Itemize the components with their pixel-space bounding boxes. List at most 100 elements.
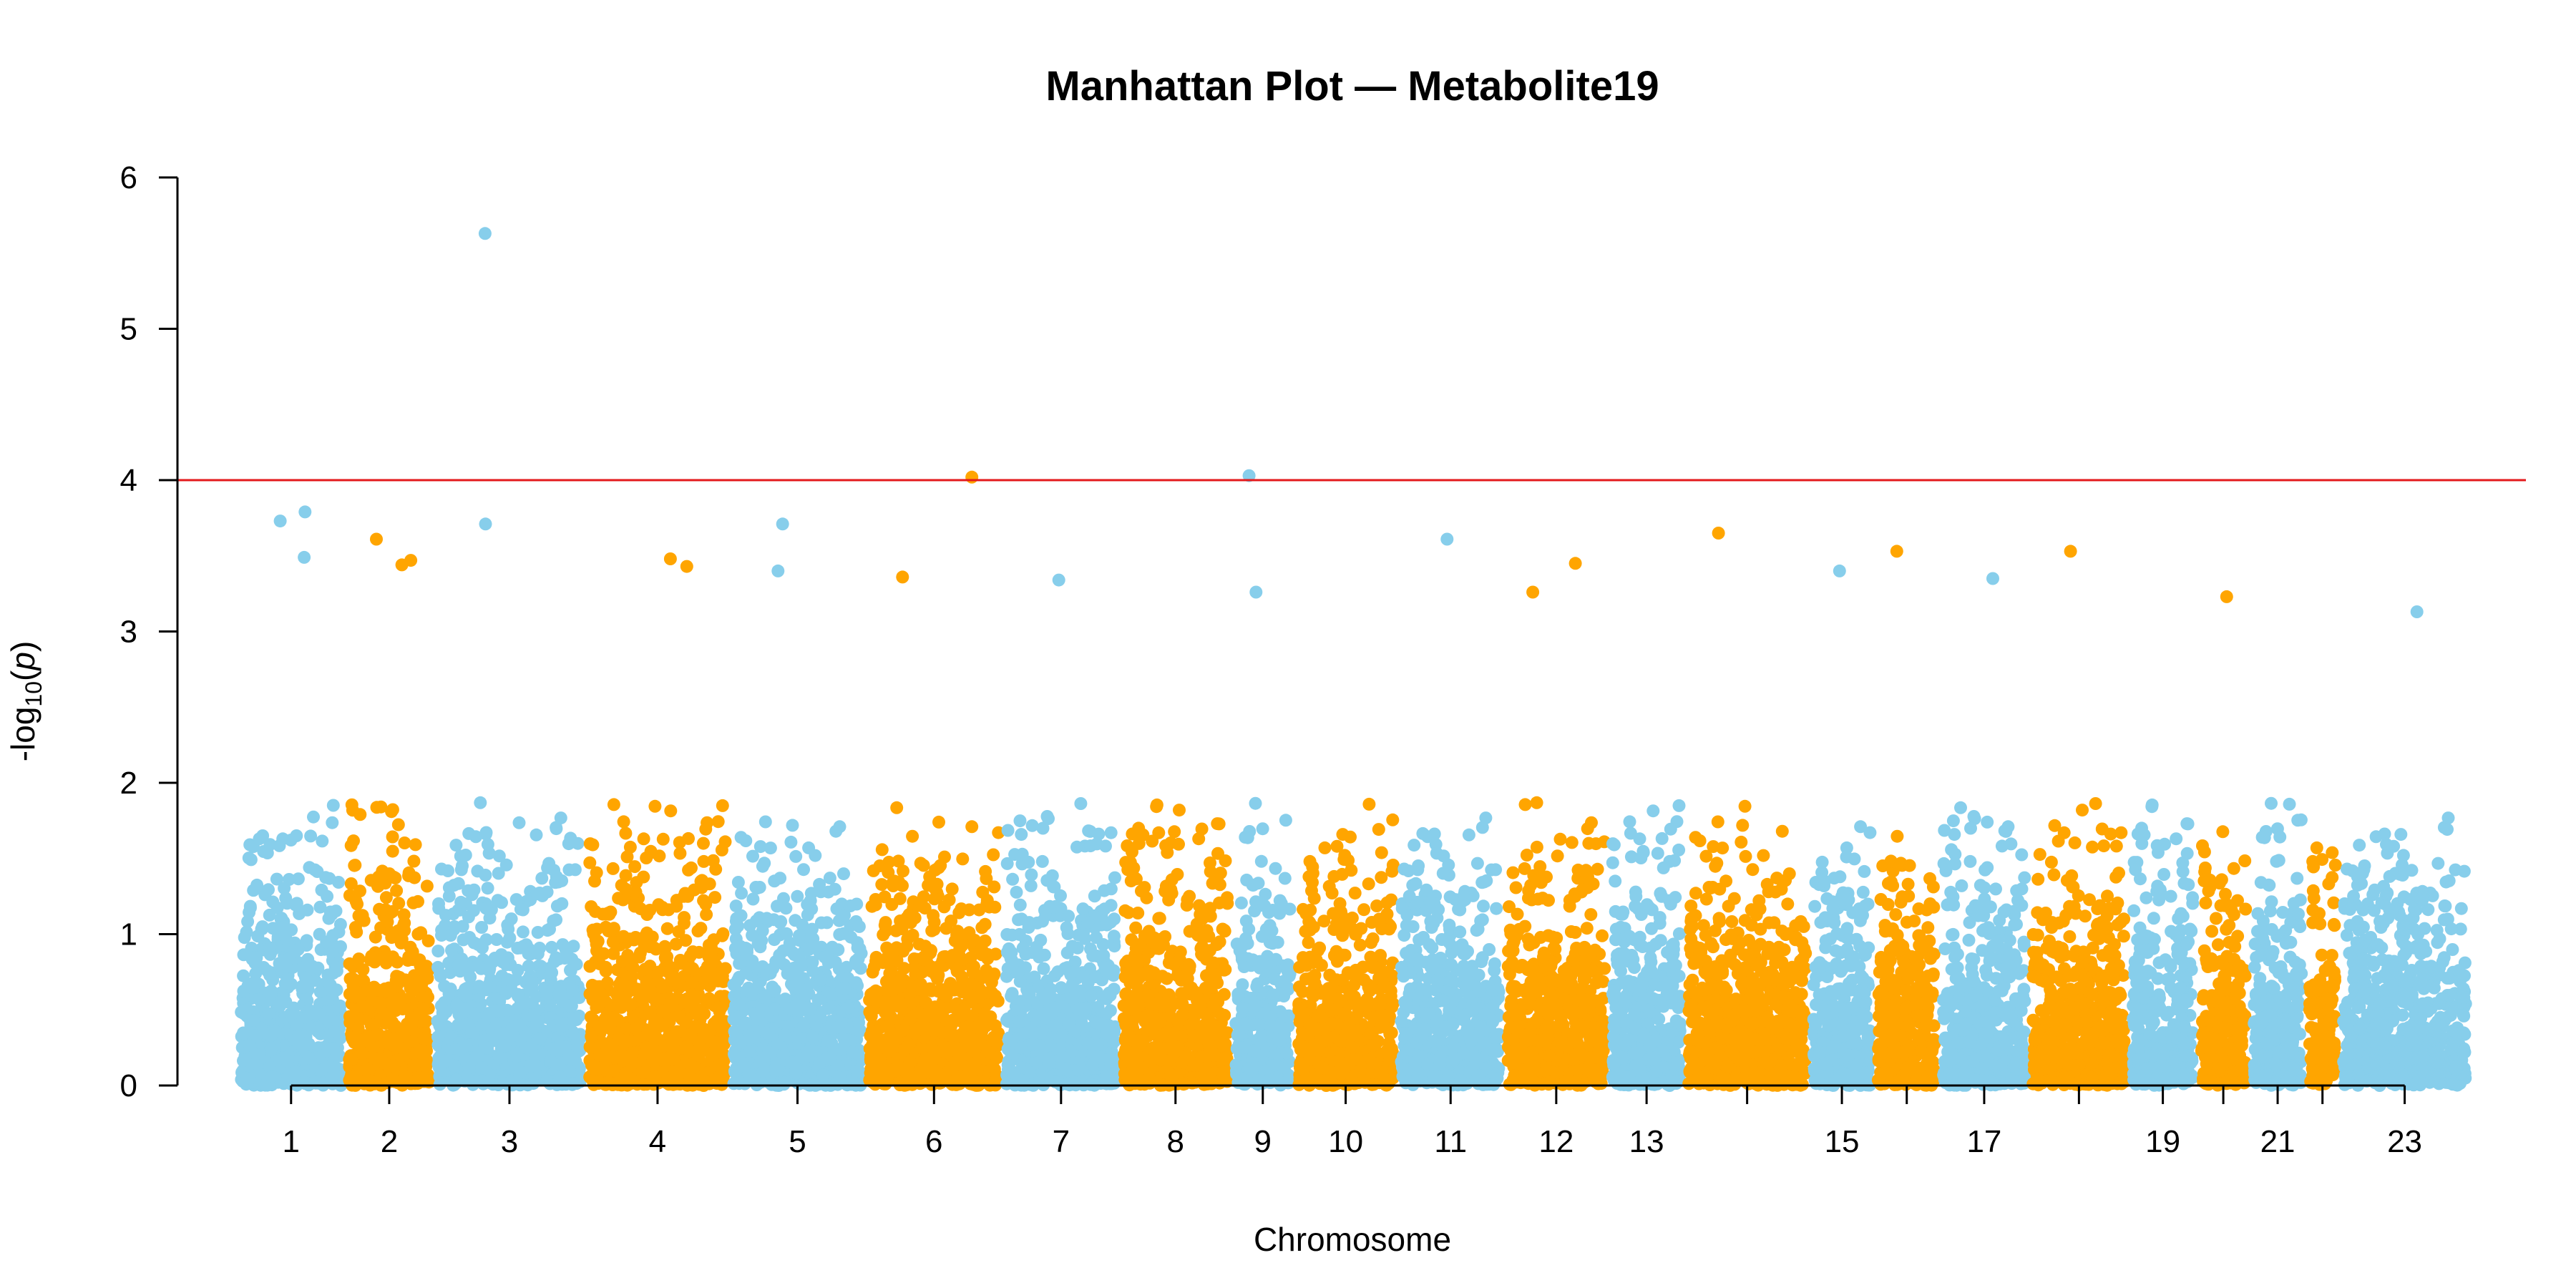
data-point-3401 (846, 1045, 859, 1059)
data-point-4358 (1013, 898, 1027, 912)
data-point-2666 (623, 1050, 636, 1063)
data-point-3273 (781, 967, 794, 980)
data-point-868 (411, 894, 424, 908)
data-point-1749 (438, 980, 452, 993)
data-point-3435 (797, 1020, 811, 1033)
data-point-3421 (767, 1002, 781, 1016)
data-point-1032 (371, 950, 384, 964)
data-point-565 (329, 904, 343, 918)
data-point-513 (270, 872, 283, 886)
data-point-518 (280, 1055, 294, 1068)
data-point-4738 (1089, 970, 1103, 983)
data-point-2610 (684, 1045, 698, 1058)
data-point-710 (390, 884, 404, 897)
data-point-4073 (888, 982, 901, 995)
data-point-4128 (927, 909, 940, 922)
data-point-816 (391, 818, 405, 831)
data-point-277 (301, 903, 314, 917)
data-point-1026 (395, 1074, 409, 1088)
data-point-4768 (1098, 902, 1111, 916)
data-point-4809 (1039, 909, 1053, 922)
data-point-4165 (944, 1029, 957, 1042)
data-point-4822 (1005, 928, 1019, 942)
data-point-1844 (439, 1054, 453, 1068)
data-point-4778 (1074, 797, 1088, 810)
data-point-1815 (433, 1078, 447, 1091)
data-point-806 (348, 859, 361, 872)
data-point-2637 (668, 1035, 681, 1048)
data-point-2647 (600, 1076, 614, 1090)
data-point-2697 (698, 1007, 711, 1020)
data-point-4060 (913, 899, 927, 912)
data-point-2318 (600, 976, 614, 990)
data-point-3433 (806, 1030, 819, 1044)
data-point-1022 (351, 1022, 365, 1035)
data-point-2680 (608, 1064, 621, 1078)
data-point-2667 (691, 924, 705, 938)
data-point-460 (262, 883, 275, 897)
data-point-495 (247, 1014, 260, 1027)
data-point-3411 (731, 876, 745, 889)
data-point-1053 (390, 1035, 404, 1049)
data-point-4780 (1022, 921, 1035, 934)
data-point-3307 (758, 815, 772, 829)
data-point-4202 (959, 979, 972, 992)
data-point-553 (253, 992, 266, 1006)
data-point-2672 (673, 1078, 687, 1091)
data-point-4110 (966, 965, 980, 979)
data-point-40 (291, 872, 305, 886)
data-point-3440 (746, 1031, 759, 1044)
data-point-1851 (431, 1030, 444, 1044)
data-point-344 (278, 977, 292, 990)
data-point-341 (284, 834, 298, 847)
data-point-4186 (948, 1056, 962, 1070)
data-point-2614 (585, 1030, 598, 1043)
data-point-484 (311, 1025, 325, 1038)
data-point-1042 (349, 1070, 363, 1084)
data-point-4774 (1075, 1015, 1088, 1029)
data-point-583 (290, 1018, 303, 1032)
data-point-502 (289, 945, 303, 958)
data-point-2019 (656, 832, 670, 846)
data-point-1854 (507, 1029, 519, 1043)
data-point-2635 (602, 907, 616, 921)
data-point-3336 (728, 1025, 741, 1038)
data-point-3117 (763, 841, 777, 855)
data-point-848 (414, 926, 428, 940)
data-point-2675 (595, 1020, 608, 1033)
data-point-1301 (457, 933, 470, 947)
data-points (235, 227, 2472, 1092)
data-point-4119 (922, 879, 935, 892)
data-point-4493 (1006, 872, 1020, 886)
data-point-2687 (714, 974, 728, 987)
data-point-3407 (780, 927, 794, 940)
data-point-572 (263, 1060, 276, 1073)
data-point-1687 (486, 955, 499, 969)
data-point-4166 (922, 1022, 935, 1035)
data-point-1051 (417, 1032, 431, 1045)
data-point-4147 (978, 917, 992, 931)
data-point-4743 (1036, 988, 1049, 1002)
data-point-4111 (932, 968, 945, 982)
data-point-528 (277, 920, 291, 934)
data-point-3415 (816, 1068, 830, 1082)
data-point-1349 (516, 903, 530, 917)
data-point-1161 (571, 836, 585, 850)
data-point-723 (379, 891, 393, 904)
data-point-2587 (692, 945, 706, 959)
data-point-1853 (503, 931, 517, 945)
data-point-1792 (496, 955, 509, 969)
data-point-514 (289, 1065, 303, 1079)
data-point-4746 (1072, 928, 1085, 942)
data-point-3330 (755, 934, 769, 947)
data-point-570 (308, 863, 322, 877)
data-point-3387 (778, 1028, 791, 1042)
data-point-4197 (894, 1063, 907, 1076)
data-point-1612 (530, 828, 543, 841)
data-point-1008 (402, 866, 416, 879)
data-point-2651 (707, 933, 721, 947)
data-point-2639 (583, 837, 597, 851)
data-point-3185 (729, 899, 743, 913)
data-point-1596 (492, 994, 505, 1008)
data-point-1505 (483, 912, 497, 925)
